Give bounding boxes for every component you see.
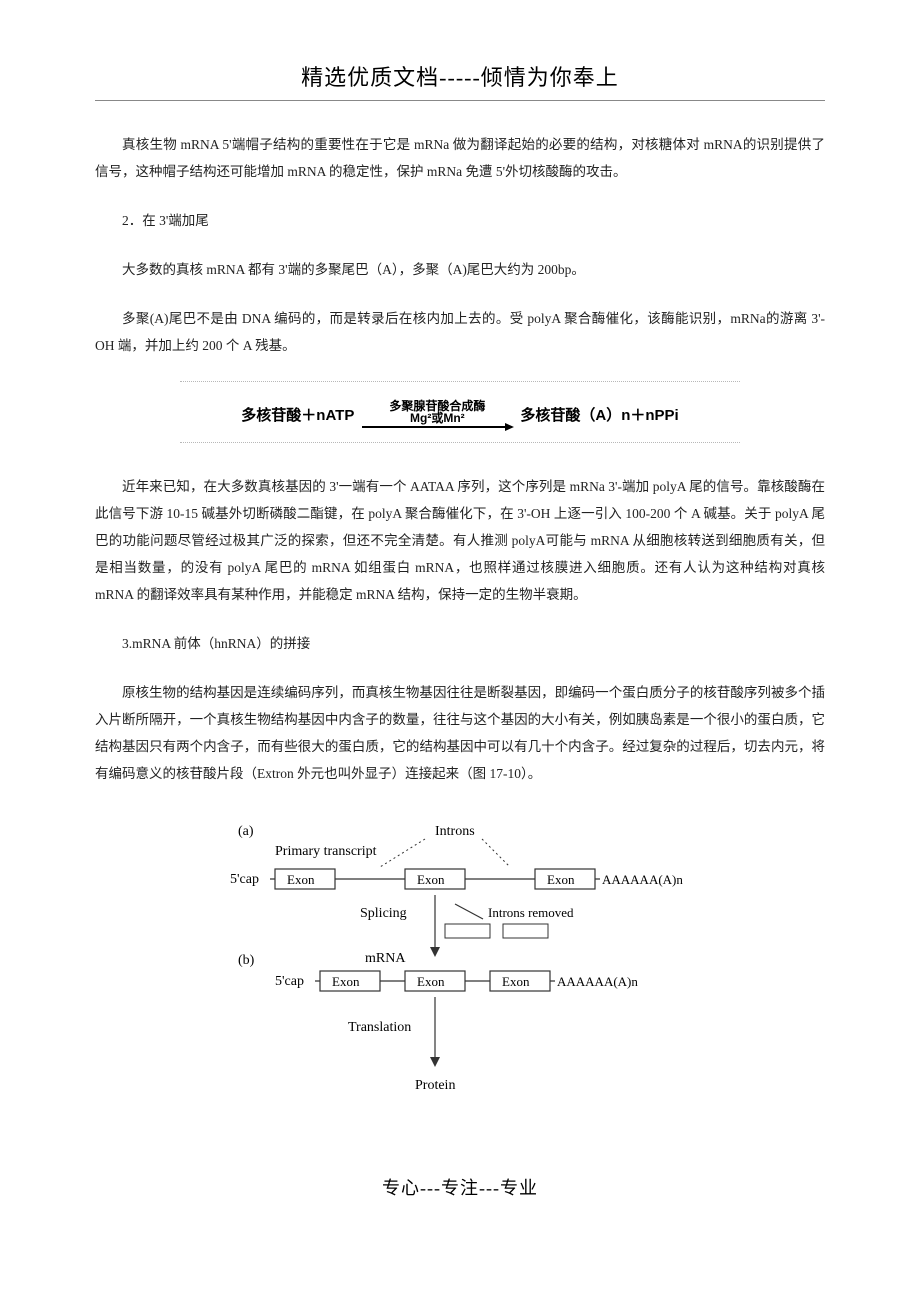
diagram-splicing-label: Splicing	[360, 906, 407, 921]
diagram-mrna-label: mRNA	[365, 951, 406, 966]
section-heading-3: 3.mRNA 前体（hnRNA）的拼接	[95, 630, 825, 657]
page-header-title: 精选优质文档-----倾情为你奉上	[95, 60, 825, 92]
diagram-cap-a: 5'cap	[230, 872, 259, 887]
splicing-diagram: (a) Primary transcript Introns 5'cap Exo…	[220, 809, 700, 1114]
header-divider	[95, 100, 825, 101]
diagram-primary-transcript-label: Primary transcript	[275, 844, 377, 859]
body-paragraph-2: 大多数的真核 mRNA 都有 3'端的多聚尾巴（A），多聚（A)尾巴大约为 20…	[95, 256, 825, 283]
body-paragraph-4: 近年来已知，在大多数真核基因的 3'一端有一个 AATAA 序列，这个序列是 m…	[95, 473, 825, 608]
diagram-exon-a2: Exon	[417, 872, 445, 887]
diagram-exon-b1: Exon	[332, 974, 360, 989]
diagram-introns-label: Introns	[435, 824, 475, 839]
diagram-exon-a3: Exon	[547, 872, 575, 887]
page-footer-text: 专心---专注---专业	[95, 1174, 825, 1200]
body-paragraph-3: 多聚(A)尾巴不是由 DNA 编码的，而是转录后在核内加上去的。受 polyA …	[95, 305, 825, 359]
formula-left: 多核苷酸＋nATP	[241, 404, 354, 425]
diagram-polya-a: AAAAAA(A)n	[602, 872, 683, 887]
section-heading-2: 2．在 3'端加尾	[95, 207, 825, 234]
diagram-exon-a1: Exon	[287, 872, 315, 887]
formula-cofactor-label: Mg²或Mn²	[410, 412, 465, 424]
reaction-formula: 多核苷酸＋nATP 多聚腺苷酸合成酶 Mg²或Mn² 多核苷酸（A）n＋nPPi	[180, 381, 740, 443]
diagram-polya-b: AAAAAA(A)n	[557, 974, 638, 989]
diagram-label-b: (b)	[238, 953, 255, 968]
body-paragraph-1: 真核生物 mRNA 5'端帽子结构的重要性在于它是 mRNa 做为翻译起始的必要…	[95, 131, 825, 185]
diagram-translation-label: Translation	[348, 1020, 411, 1035]
diagram-cap-b: 5'cap	[275, 974, 304, 989]
diagram-introns-removed-label: Introns removed	[488, 905, 574, 920]
formula-arrow: 多聚腺苷酸合成酶 Mg²或Mn²	[362, 400, 512, 428]
diagram-exon-b2: Exon	[417, 974, 445, 989]
diagram-protein-label: Protein	[415, 1078, 455, 1093]
diagram-exon-b3: Exon	[502, 974, 530, 989]
diagram-label-a: (a)	[238, 824, 254, 839]
formula-right: 多核苷酸（A）n＋nPPi	[520, 404, 678, 425]
body-paragraph-5: 原核生物的结构基因是连续编码序列，而真核生物基因往往是断裂基因，即编码一个蛋白质…	[95, 679, 825, 787]
